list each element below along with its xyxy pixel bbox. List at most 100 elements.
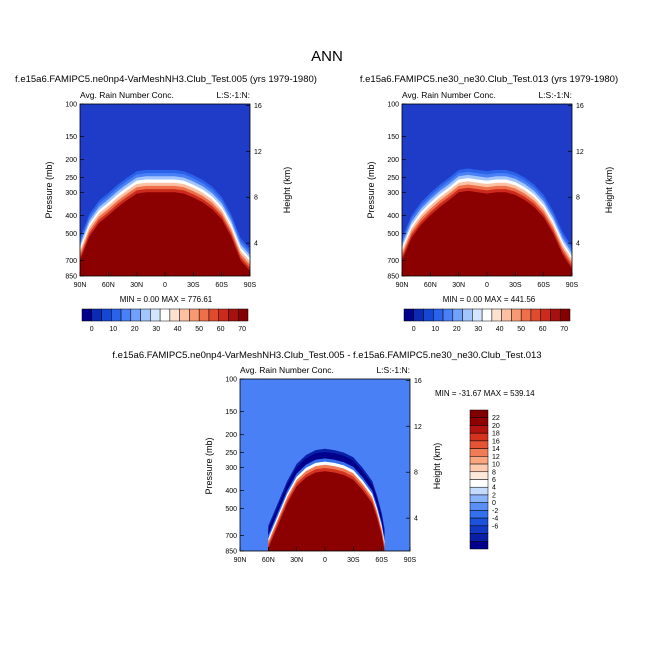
y-tick-label: 250 (225, 450, 237, 457)
colorbar-box (120, 308, 132, 322)
colorbar-box (228, 308, 239, 322)
contour-max-region (80, 192, 250, 276)
y-tick-label: 250 (65, 175, 77, 182)
colorbar-label: -2 (492, 508, 498, 515)
panel-3-subtitle-right: L:S:-1:N: (376, 365, 410, 375)
x-tick-label: 60N (102, 282, 115, 289)
x-tick-label: 90S (566, 282, 579, 289)
colorbar-label: 2 (492, 492, 496, 499)
colorbar-box (469, 456, 489, 465)
colorbar-label: 12 (492, 454, 500, 461)
x-tick-label: 90S (244, 282, 257, 289)
colorbar-box (433, 308, 444, 322)
x-tick-label: 30N (290, 557, 303, 564)
y2-tick-label: 12 (254, 149, 262, 156)
colorbar-label: 50 (517, 326, 525, 333)
y-tick-label: 850 (387, 274, 399, 281)
colorbar-box (81, 308, 93, 322)
y-tick-label: 150 (65, 134, 77, 141)
y-tick-label: 500 (65, 231, 77, 238)
colorbar-label: 70 (238, 326, 246, 333)
panel-1: f.e15a6.FAMIPC5.ne0np4-VarMeshNH3.Club_T… (15, 74, 317, 333)
colorbar-box (198, 308, 210, 322)
y2-tick-label: 8 (414, 470, 418, 477)
y2-tick-label: 4 (576, 241, 580, 248)
colorbar-box (169, 308, 180, 322)
panel-3-ylabel-right: Height (km) (432, 443, 442, 490)
y2-tick-label: 4 (254, 241, 258, 248)
x-tick-label: 30S (187, 282, 200, 289)
y2-tick-label: 12 (576, 149, 584, 156)
y-tick-label: 500 (387, 231, 399, 238)
panel-1-subtitle-left: Avg. Rain Number Conc. (80, 90, 174, 100)
colorbar-label: 50 (195, 326, 203, 333)
colorbar-box (469, 448, 489, 457)
colorbar-box (550, 308, 561, 322)
x-tick-label: 90S (404, 557, 417, 564)
y-tick-label: 100 (387, 102, 399, 109)
colorbar-label: 40 (496, 326, 504, 333)
colorbar-box (452, 308, 463, 322)
colorbar-box (469, 425, 489, 434)
x-tick-label: 60S (537, 282, 550, 289)
colorbar-box (218, 308, 229, 322)
colorbar-box (469, 417, 489, 426)
x-tick-label: 30S (509, 282, 522, 289)
colorbar-box (423, 308, 434, 322)
panel-1-stats: MIN = 0.00 MAX = 776.61 (120, 295, 213, 304)
colorbar-label: 60 (539, 326, 547, 333)
colorbar-box (140, 308, 151, 322)
x-tick-label: 30N (130, 282, 143, 289)
colorbar-label: 40 (174, 326, 182, 333)
colorbar-box (520, 308, 532, 322)
colorbar-box (469, 502, 489, 511)
colorbar-label: 14 (492, 446, 500, 453)
colorbar-label: 10 (109, 326, 117, 333)
x-tick-label: 60S (375, 557, 388, 564)
colorbar-box (469, 432, 489, 442)
panel-2-ylabel-right: Height (km) (604, 167, 614, 214)
panel-1-ylabel: Pressure (mb) (44, 161, 54, 218)
colorbar-box (159, 308, 171, 322)
y2-tick-label: 8 (254, 195, 258, 202)
colorbar-box (540, 308, 551, 322)
colorbar-box (469, 525, 489, 534)
x-tick-label: 0 (163, 282, 167, 289)
y2-tick-label: 12 (414, 424, 422, 431)
y-tick-label: 300 (65, 190, 77, 197)
colorbar-box (462, 308, 473, 322)
x-tick-label: 90N (234, 557, 247, 564)
y-tick-label: 850 (225, 549, 237, 556)
colorbar-label: 30 (474, 326, 482, 333)
colorbar-box (559, 308, 571, 322)
colorbar-box (511, 308, 522, 322)
panel-1-title: f.e15a6.FAMIPC5.ne0np4-VarMeshNH3.Club_T… (15, 74, 317, 85)
colorbar-box (469, 486, 489, 496)
colorbar-box (472, 308, 483, 322)
panel-1-subtitle-right: L:S:-1:N: (216, 90, 250, 100)
y-tick-label: 150 (387, 134, 399, 141)
panel-3-title: f.e15a6.FAMIPC5.ne0np4-VarMeshNH3.Club_T… (112, 350, 541, 361)
y-tick-label: 500 (225, 506, 237, 513)
colorbar-box (111, 308, 122, 322)
colorbar-box (469, 541, 489, 550)
x-tick-label: 90N (396, 282, 409, 289)
colorbar-box (237, 308, 249, 322)
panel-2: f.e15a6.FAMIPC5.ne30_ne30.Club_Test.013 … (360, 74, 618, 333)
y2-tick-label: 16 (254, 103, 262, 110)
y-tick-label: 250 (387, 175, 399, 182)
colorbar-label: 0 (90, 326, 94, 333)
colorbar-box (150, 308, 161, 322)
panel-3-subtitle-left: Avg. Rain Number Conc. (240, 365, 334, 375)
colorbar-box (469, 533, 489, 542)
x-tick-label: 0 (485, 282, 489, 289)
colorbar-box (469, 479, 489, 488)
colorbar-box (491, 308, 502, 322)
colorbar-label: 4 (492, 485, 496, 492)
y-tick-label: 200 (65, 157, 77, 164)
y-tick-label: 700 (225, 533, 237, 540)
colorbar-box (469, 463, 489, 473)
colorbar-label: 8 (492, 469, 496, 476)
